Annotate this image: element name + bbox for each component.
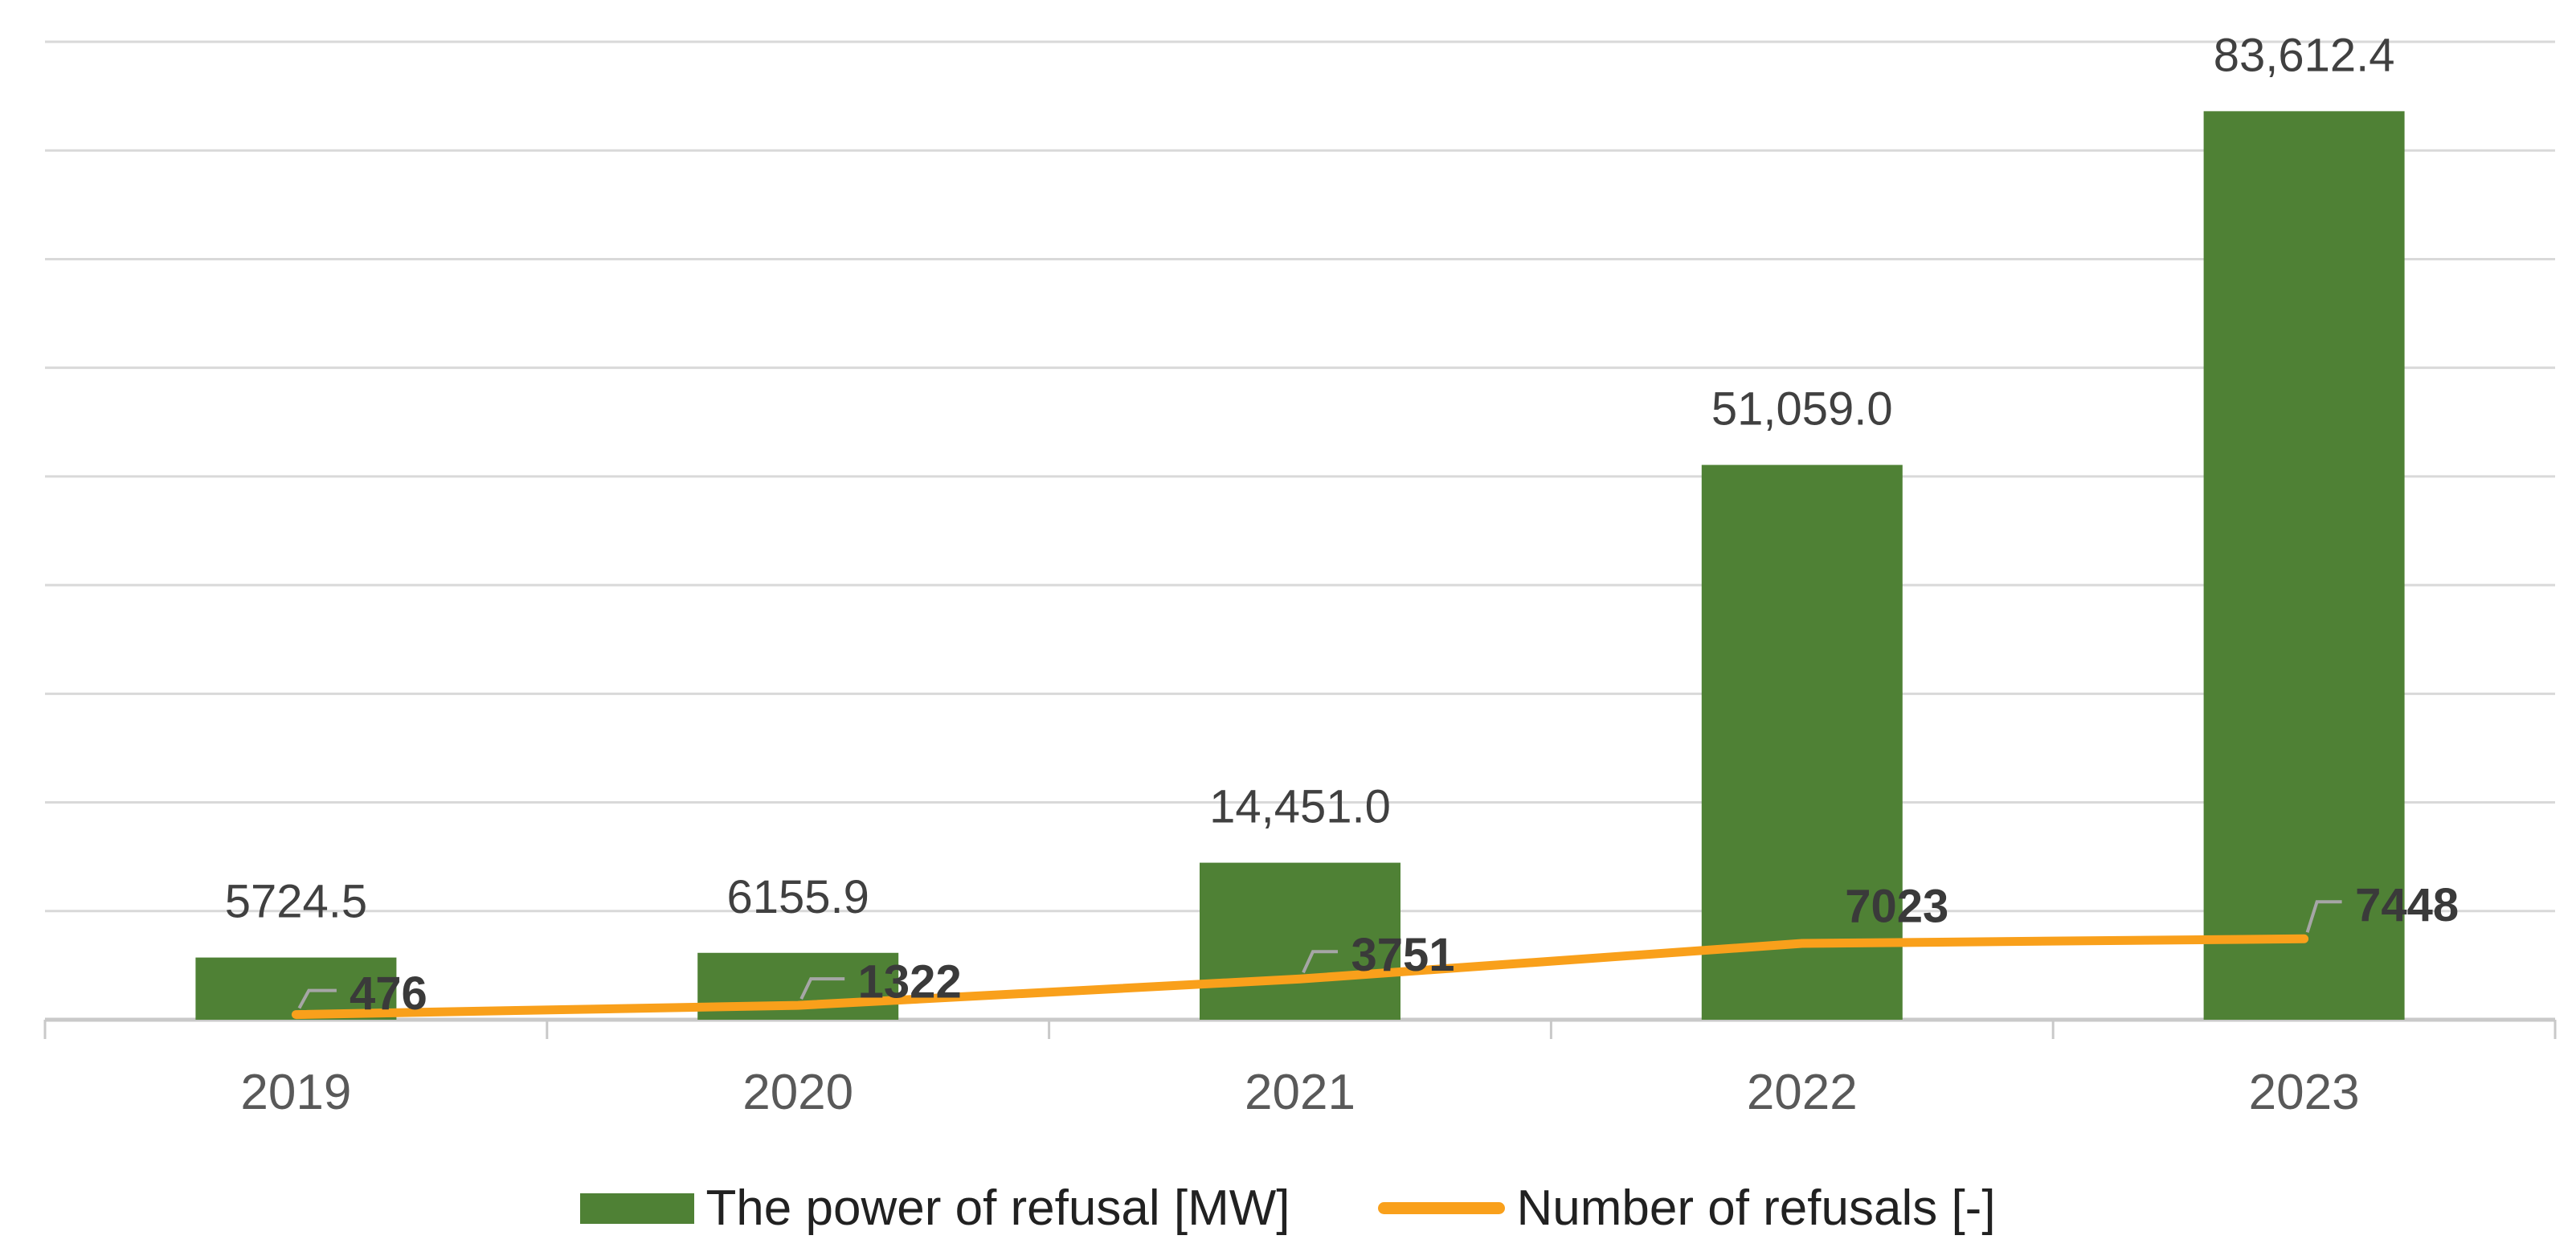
bar-2023 (2203, 111, 2405, 1021)
x-tick-label-2020: 2020 (742, 1065, 853, 1120)
x-tick-label-2021: 2021 (1245, 1065, 1355, 1120)
legend-label-number-of-refusals: Number of refusals [-] (1516, 1180, 1996, 1236)
bar-value-label: 83,612.4 (2214, 29, 2395, 81)
leader-line (799, 977, 845, 1000)
bar-2021 (1200, 862, 1400, 1020)
bar-value-label: 51,059.0 (1711, 383, 1893, 436)
leader-line (2305, 900, 2342, 933)
legend: The power of refusal [MW] Number of refu… (0, 1180, 2576, 1237)
bar-value-label: 5724.5 (225, 876, 367, 928)
x-tick-label-2022: 2022 (1747, 1065, 1858, 1120)
line-value-label: 1322 (858, 956, 962, 1008)
legend-line-swatch-icon (1378, 1202, 1506, 1214)
line-value-label: 7448 (2355, 879, 2459, 931)
x-tick-label-2023: 2023 (2249, 1065, 2360, 1120)
x-tick-label-2019: 2019 (240, 1065, 351, 1120)
bar-value-label: 14,451.0 (1209, 781, 1391, 833)
line-series (291, 934, 2309, 1020)
line-value-label: 3751 (1351, 929, 1454, 981)
leader-line (1302, 950, 1338, 974)
line-value-label: 476 (350, 968, 427, 1020)
line-value-label: 7023 (1845, 881, 1948, 933)
legend-item-power-of-refusal: The power of refusal [MW] (580, 1180, 1290, 1237)
legend-item-number-of-refusals: Number of refusals [-] (1378, 1180, 1996, 1237)
bar-2022 (1701, 464, 1903, 1020)
combo-chart-plot: 5724.5 6155.9 14,451.0 51,059.0 83,612.4 476 1… (43, 29, 2557, 1120)
bar-value-label: 6155.9 (726, 871, 869, 923)
legend-label-power-of-refusal: The power of refusal [MW] (705, 1180, 1290, 1236)
leader-line (297, 988, 337, 1009)
legend-bar-swatch-icon (580, 1192, 695, 1224)
